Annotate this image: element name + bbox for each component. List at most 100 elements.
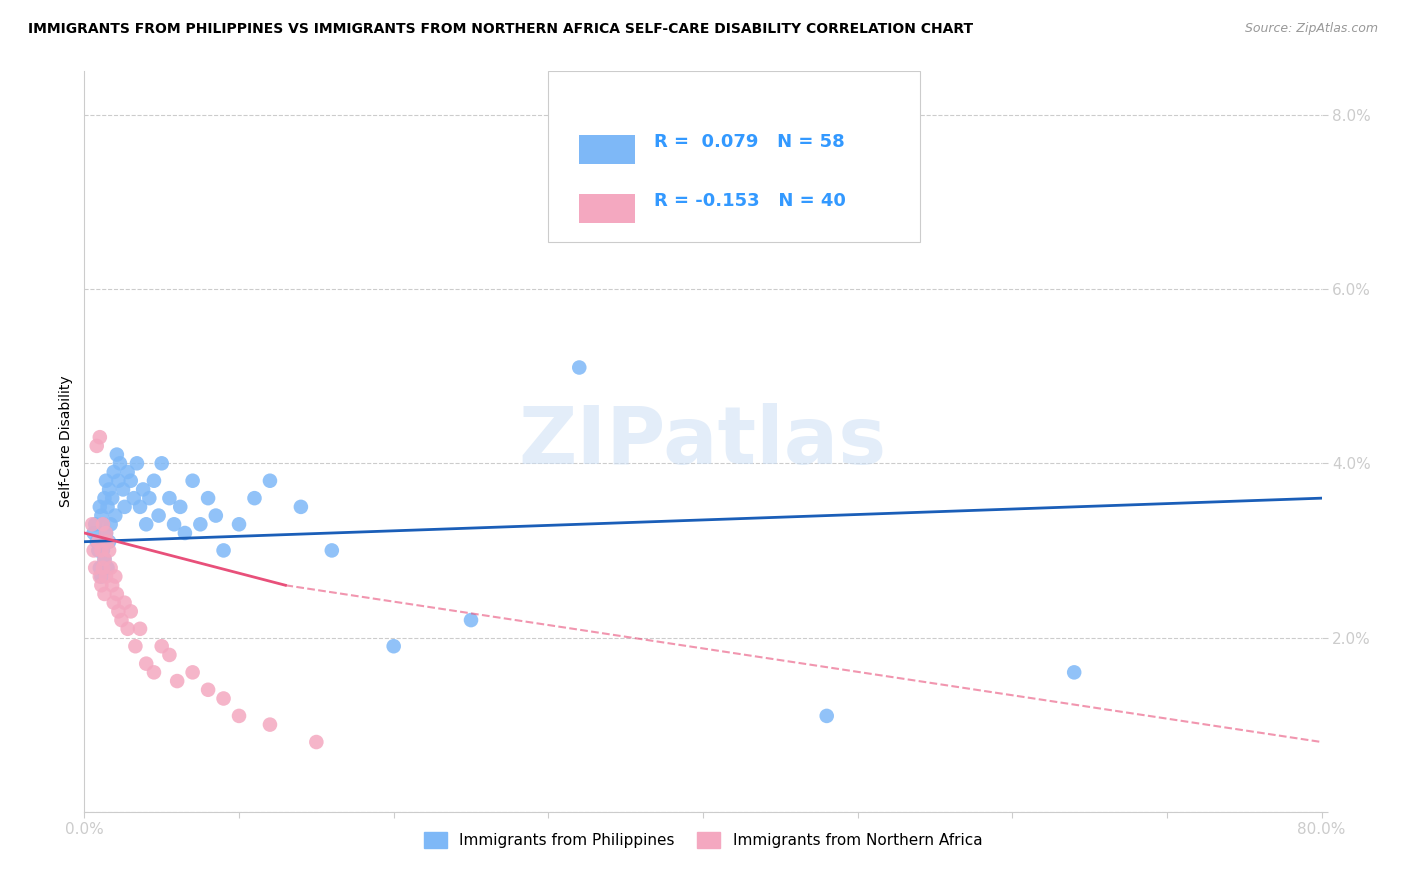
Point: [93, 491, 115, 505]
Point: [305, 735, 328, 749]
Point: [89, 500, 111, 514]
Point: [125, 456, 148, 470]
Point: [212, 691, 235, 706]
Point: [143, 665, 166, 680]
Point: [290, 500, 312, 514]
Point: [129, 500, 152, 514]
Point: [82, 517, 104, 532]
Point: [108, 456, 131, 470]
Point: [112, 483, 135, 497]
Y-axis label: Self-Care Disability: Self-Care Disability: [59, 376, 73, 508]
Point: [120, 474, 142, 488]
Point: [114, 596, 136, 610]
Point: [91, 543, 114, 558]
Point: [228, 517, 250, 532]
Point: [84, 517, 107, 532]
Point: [568, 360, 591, 375]
Point: [129, 622, 152, 636]
Point: [122, 491, 145, 505]
Legend: Immigrants from Philippines, Immigrants from Northern Africa: Immigrants from Philippines, Immigrants …: [416, 824, 990, 856]
Point: [83, 526, 105, 541]
Point: [101, 578, 124, 592]
Point: [1063, 665, 1085, 680]
Point: [87, 534, 110, 549]
Point: [150, 456, 173, 470]
Point: [107, 604, 129, 618]
Point: [98, 543, 121, 558]
Point: [181, 474, 204, 488]
Point: [90, 543, 112, 558]
Point: [93, 552, 115, 566]
Point: [197, 682, 219, 697]
Point: [228, 709, 250, 723]
FancyBboxPatch shape: [579, 135, 636, 164]
Point: [212, 543, 235, 558]
Point: [84, 561, 107, 575]
Point: [174, 526, 197, 541]
Point: [100, 517, 122, 532]
Point: [132, 483, 155, 497]
Point: [103, 465, 125, 479]
Point: [86, 439, 108, 453]
Point: [91, 517, 114, 532]
Point: [150, 639, 173, 653]
Point: [205, 508, 228, 523]
Point: [94, 474, 117, 488]
Point: [103, 596, 125, 610]
Point: [98, 483, 121, 497]
Point: [105, 448, 128, 462]
Point: [96, 500, 118, 514]
Point: [94, 526, 117, 541]
Point: [89, 430, 111, 444]
Point: [104, 569, 127, 583]
Point: [91, 561, 114, 575]
FancyBboxPatch shape: [579, 194, 636, 223]
Point: [166, 674, 188, 689]
Text: R =  0.079   N = 58: R = 0.079 N = 58: [654, 133, 844, 151]
Point: [120, 604, 142, 618]
Point: [100, 561, 122, 575]
Point: [98, 534, 121, 549]
Point: [90, 578, 112, 592]
Point: [188, 517, 211, 532]
Point: [661, 194, 683, 209]
Point: [815, 709, 838, 723]
Point: [197, 491, 219, 505]
Text: R = -0.153   N = 40: R = -0.153 N = 40: [654, 192, 845, 210]
Point: [159, 648, 180, 662]
Point: [259, 474, 281, 488]
Point: [107, 474, 129, 488]
Point: [159, 491, 180, 505]
Point: [86, 534, 108, 549]
Point: [87, 543, 110, 558]
Text: IMMIGRANTS FROM PHILIPPINES VS IMMIGRANTS FROM NORTHERN AFRICA SELF-CARE DISABIL: IMMIGRANTS FROM PHILIPPINES VS IMMIGRANT…: [28, 22, 973, 37]
Point: [96, 534, 118, 549]
Point: [89, 569, 111, 583]
Point: [138, 491, 160, 505]
Point: [460, 613, 482, 627]
Point: [101, 491, 124, 505]
Point: [94, 569, 117, 583]
Point: [89, 561, 111, 575]
Point: [105, 587, 128, 601]
Point: [382, 639, 405, 653]
Point: [93, 587, 115, 601]
Point: [135, 517, 157, 532]
Point: [181, 665, 204, 680]
Point: [90, 569, 112, 583]
Point: [321, 543, 343, 558]
Text: Source: ZipAtlas.com: Source: ZipAtlas.com: [1244, 22, 1378, 36]
Text: ZIPatlas: ZIPatlas: [519, 402, 887, 481]
Point: [135, 657, 157, 671]
Point: [169, 500, 191, 514]
Point: [93, 552, 115, 566]
Point: [243, 491, 266, 505]
Point: [96, 561, 118, 575]
Point: [83, 543, 105, 558]
Point: [114, 500, 136, 514]
Point: [148, 508, 170, 523]
Point: [117, 465, 139, 479]
FancyBboxPatch shape: [548, 71, 920, 242]
Point: [91, 517, 114, 532]
Point: [94, 526, 117, 541]
